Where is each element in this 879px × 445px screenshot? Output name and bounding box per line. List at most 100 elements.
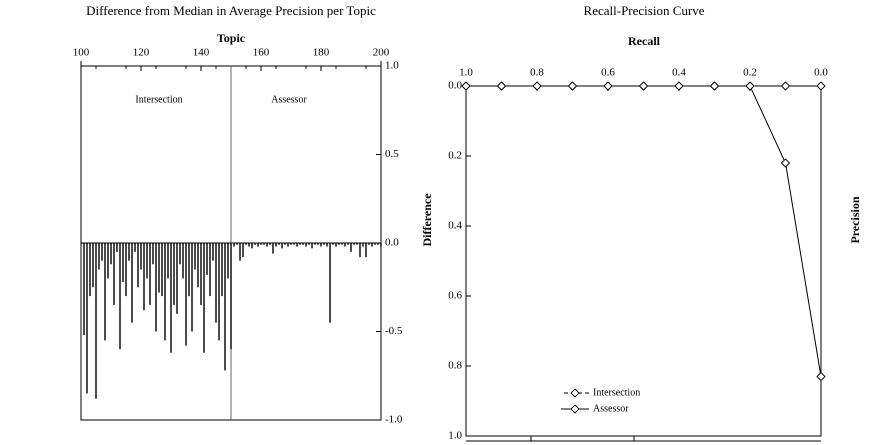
- dt-bar: [332, 243, 334, 245]
- dt-bar: [236, 243, 238, 245]
- dt-ylabel: Difference: [420, 193, 434, 247]
- dt-bar: [122, 243, 124, 282]
- dt-bar: [212, 243, 214, 261]
- dt-bar: [125, 243, 127, 297]
- dt-bar: [353, 243, 355, 245]
- rp-xlabel: Recall: [628, 34, 661, 48]
- dt-bar: [110, 243, 112, 265]
- dt-bar: [275, 243, 277, 247]
- rp-legend: Assessor Intersection: [561, 387, 640, 414]
- rp-point-intersection: [674, 81, 684, 91]
- rp-x-tick-label: 1.0: [459, 67, 473, 79]
- dt-bar: [260, 243, 262, 245]
- dt-x-tick-label: 140: [193, 47, 210, 59]
- rp-point-intersection: [532, 81, 542, 91]
- dt-bar: [341, 243, 343, 245]
- rp-series: [461, 81, 826, 382]
- rp-point-intersection: [638, 81, 649, 91]
- dt-bar: [254, 243, 256, 245]
- dt-y-tick-label: 0.5: [385, 148, 399, 160]
- dt-bar: [344, 243, 346, 247]
- dt-x-tick-label: 200: [373, 47, 390, 59]
- dt-y-tick-label: 0.0: [385, 237, 399, 249]
- dt-bar: [200, 243, 202, 305]
- dt-bar: [131, 243, 133, 323]
- rp-y-tick-label: 0.8: [448, 360, 462, 372]
- rp-point-intersection: [461, 81, 471, 91]
- dt-bar: [263, 243, 265, 245]
- rp-y-tick-label: 0.6: [448, 290, 462, 302]
- rp-y-tick-label: 0.0: [448, 80, 462, 92]
- rp-ylabel: Precision: [848, 196, 862, 243]
- rp-x-tick-label: 0.4: [672, 67, 686, 79]
- dt-bar: [149, 243, 151, 305]
- dt-bar: [338, 243, 340, 245]
- dt-bar: [281, 243, 283, 249]
- dt-bar: [362, 243, 364, 247]
- dt-bar: [218, 243, 220, 341]
- rp-y-tick-label: 0.2: [448, 150, 462, 162]
- dt-bar: [305, 243, 307, 247]
- dt-bar: [128, 243, 130, 261]
- rp-y-tick-label: 1.0: [448, 430, 462, 442]
- recall-precision-chart: Recall-Precision Curve Recall Precision …: [448, 3, 862, 442]
- dt-bar: [293, 243, 295, 245]
- dt-bar: [194, 243, 196, 270]
- rp-point-intersection: [745, 81, 755, 91]
- dt-y-tick-label: 1.0: [385, 60, 399, 72]
- dt-bar: [104, 243, 106, 341]
- rp-y-tick-label: 0.4: [448, 220, 462, 232]
- dt-bar: [224, 243, 226, 371]
- dt-bar: [359, 243, 361, 258]
- rp-point-intersection: [603, 81, 613, 91]
- dt-bar: [365, 243, 367, 258]
- dt-bar: [215, 243, 217, 323]
- dt-bar: [221, 243, 223, 297]
- dt-bar: [143, 243, 145, 311]
- dt-bar: [251, 243, 253, 249]
- legend-assessor-label: Assessor: [593, 403, 629, 414]
- dt-bar: [191, 243, 193, 332]
- dt-bar: [335, 243, 337, 247]
- dt-bar: [233, 243, 235, 247]
- rp-point-intersection: [816, 81, 826, 91]
- dt-bar: [290, 243, 292, 245]
- dt-bar: [302, 243, 304, 245]
- dt-bar: [209, 243, 211, 297]
- dt-bar: [173, 243, 175, 305]
- dt-bar: [287, 243, 289, 247]
- dt-bar: [182, 243, 184, 279]
- dt-bar: [326, 243, 328, 247]
- dt-bar: [308, 243, 310, 245]
- dt-bar: [278, 243, 280, 245]
- dt-bar: [299, 243, 301, 245]
- dt-bar: [329, 243, 331, 323]
- dt-bar: [368, 243, 370, 245]
- rp-series-line-assessor: [466, 85, 822, 377]
- dt-bar: [242, 243, 244, 258]
- panel-label-assessor: Assessor: [271, 94, 307, 105]
- dt-bar: [164, 243, 166, 341]
- dt-bar: [146, 243, 148, 279]
- dt-bar: [119, 243, 121, 350]
- panel-label-intersection: Intersection: [135, 94, 182, 105]
- rp-title: Recall-Precision Curve: [584, 3, 705, 18]
- dt-bar: [269, 243, 271, 245]
- rp-axes: 0.00.20.40.60.81.00.00.20.40.60.81.0: [448, 67, 828, 442]
- dt-bar: [170, 243, 172, 353]
- dt-bar: [203, 243, 205, 353]
- dt-bar: [257, 243, 259, 247]
- legend-intersection-marker: [570, 388, 580, 398]
- dt-bar: [323, 243, 325, 245]
- dt-bar: [176, 243, 178, 314]
- dt-bar: [116, 243, 118, 252]
- dt-bar: [83, 243, 85, 336]
- dt-bar: [311, 243, 313, 249]
- dt-bar: [134, 243, 136, 252]
- dt-bar: [320, 243, 322, 247]
- dt-bar: [317, 243, 319, 245]
- rp-plot-frame: [465, 85, 822, 437]
- dt-bar: [284, 243, 286, 245]
- rp-point-intersection: [780, 81, 791, 91]
